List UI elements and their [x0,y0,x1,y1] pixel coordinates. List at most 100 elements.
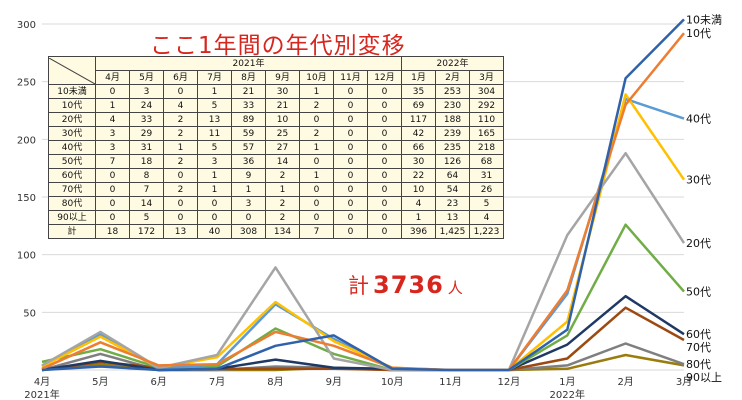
series-end-label: 10代 [686,27,711,40]
table-cell: 0 [367,98,402,113]
table-cell: 165 [469,126,504,141]
table-row: 計 18 172 13 40 308 134 7 0 0 396 1,425 1,223 [48,224,504,239]
table-cell: 2 [163,126,198,141]
table-cell: 0 [299,210,334,225]
table-cell: 3 [197,154,232,169]
table-row: 10未満 0 3 0 1 21 30 1 0 0 35 253 304 [48,84,504,99]
table-cell: 0 [333,126,368,141]
table-cell: 1 [197,84,232,99]
table-cell: 0 [333,98,368,113]
table-cell: 11 [197,126,232,141]
year-header: 2022年 [401,56,504,71]
y-tick-label: 250 [17,78,36,89]
month-header: 7月 [197,70,232,85]
table-cell: 0 [299,196,334,211]
table-cell: 4 [469,210,504,225]
table-cell: 36 [231,154,266,169]
row-label: 60代 [48,168,96,183]
table-cell: 188 [435,112,470,127]
table-cell: 0 [367,112,402,127]
table-cell: 0 [95,210,130,225]
table-cell: 7 [299,224,334,239]
table-cell: 0 [163,84,198,99]
x-tick-label: 9月 [326,376,342,388]
table-cell: 18 [129,154,164,169]
table-cell: 8 [129,168,164,183]
row-label: 計 [48,224,96,239]
table-cell: 3 [129,84,164,99]
table-cell: 0 [299,154,334,169]
table-cell: 1 [299,84,334,99]
table-cell: 0 [95,168,130,183]
x-tick-label: 5月 [92,376,108,388]
month-header: 3月 [469,70,504,85]
table-cell: 13 [197,112,232,127]
chart-title: ここ1年間の年代別変移 [150,33,406,59]
table-cell: 110 [469,112,504,127]
table-cell: 64 [435,168,470,183]
table-cell: 0 [333,112,368,127]
table-cell: 2 [163,182,198,197]
table-cell: 2 [163,112,198,127]
row-label: 10代 [48,98,96,113]
table-cell: 126 [435,154,470,169]
table-cell: 3 [95,126,130,141]
table-cell: 0 [367,210,402,225]
table-cell: 1 [231,182,266,197]
table-cell: 1 [299,168,334,183]
x-tick-label: 7月 [209,376,225,388]
table-cell: 42 [401,126,436,141]
data-table: 2021年 2022年 4月 5月 6月 7月 8月 9月 10月 11月 12月 1月 2月 3月 1… [48,56,504,239]
table-cell: 230 [435,98,470,113]
table-cell: 0 [333,140,368,155]
table-row: 90以上 0 5 0 0 0 2 0 0 0 1 13 4 [48,210,504,225]
table-row: 80代 0 14 0 0 3 2 0 0 0 4 23 5 [48,196,504,211]
table-cell: 30 [401,154,436,169]
table-cell: 66 [401,140,436,155]
total-count: 計 3736 人 [348,270,463,300]
table-cell: 5 [129,210,164,225]
table-cell: 2 [265,168,300,183]
month-header: 12月 [367,70,402,85]
table-cell: 0 [299,112,334,127]
table-cell: 235 [435,140,470,155]
table-cell: 5 [469,196,504,211]
table-cell: 7 [95,154,130,169]
month-header: 11月 [333,70,368,85]
table-row: 30代 3 29 2 11 59 25 2 0 0 42 239 165 [48,126,504,141]
month-header: 5月 [129,70,164,85]
table-cell: 25 [265,126,300,141]
table-cell: 4 [163,98,198,113]
x-tick-label: 10月 [381,376,404,388]
table-cell: 69 [401,98,436,113]
table-cell: 33 [129,112,164,127]
year-header-row: 2021年 2022年 [48,56,504,85]
table-cell: 0 [197,210,232,225]
table-cell: 239 [435,126,470,141]
table-cell: 21 [265,98,300,113]
row-label: 50代 [48,154,96,169]
row-label: 90以上 [48,210,96,225]
table-cell: 0 [367,140,402,155]
table-cell: 2 [299,98,334,113]
table-cell: 0 [95,84,130,99]
table-cell: 3 [95,140,130,155]
table-cell: 0 [367,182,402,197]
row-label: 80代 [48,196,96,211]
y-tick-label: 100 [17,251,36,262]
table-cell: 23 [435,196,470,211]
x-tick-label: 2月 [617,376,633,388]
x-tick-label: 1月 [559,376,575,388]
table-cell: 308 [231,224,266,239]
table-cell: 1 [299,140,334,155]
table-cell: 0 [333,196,368,211]
table-cell: 89 [231,112,266,127]
table-cell: 2 [299,126,334,141]
row-label: 10未満 [48,84,96,99]
table-cell: 0 [367,84,402,99]
month-header: 4月 [95,70,130,85]
row-label: 20代 [48,112,96,127]
table-cell: 68 [469,154,504,169]
x-tick-label: 11月 [439,376,462,388]
